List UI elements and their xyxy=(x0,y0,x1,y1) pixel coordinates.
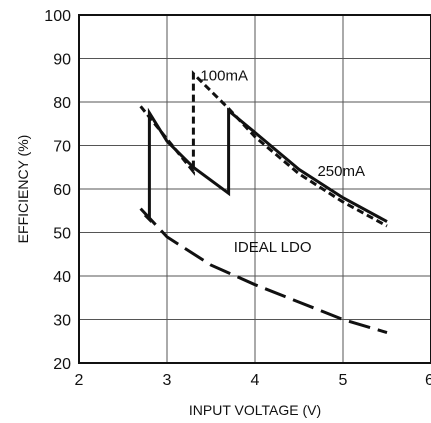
plot-frame xyxy=(78,14,431,364)
series-label: IDEAL LDO xyxy=(234,239,312,256)
y-tick-label: 30 xyxy=(53,313,71,330)
series-line-250ma xyxy=(143,107,388,224)
series-labels: 100mA 250mA IDEAL LDO xyxy=(200,67,365,256)
series-line-ideal-ldo xyxy=(139,207,388,335)
y-tick-label: 100 xyxy=(44,8,71,25)
x-tick-label: 5 xyxy=(339,372,348,389)
y-tick-label: 90 xyxy=(53,52,71,69)
y-tick-label: 80 xyxy=(53,95,71,112)
y-tick-label: 70 xyxy=(53,139,71,156)
x-tick-label: 6 xyxy=(425,372,431,389)
grid xyxy=(79,15,431,363)
x-axis-label: INPUT VOLTAGE (V) xyxy=(189,402,321,418)
series-label: 250mA xyxy=(317,163,365,180)
y-tick-labels: 20 30 40 50 60 70 80 90 100 xyxy=(44,8,71,373)
series-lines xyxy=(139,70,388,335)
y-axis-label: EFFICIENCY (%) xyxy=(15,135,31,244)
x-tick-label: 4 xyxy=(251,372,260,389)
y-tick-label: 20 xyxy=(53,356,71,373)
x-tick-label: 3 xyxy=(163,372,172,389)
series-label: 100mA xyxy=(200,67,248,84)
x-tick-label: 2 xyxy=(75,372,84,389)
y-tick-label: 40 xyxy=(53,269,71,286)
y-tick-label: 60 xyxy=(53,182,71,199)
y-tick-label: 50 xyxy=(53,226,71,243)
x-tick-labels: 2 3 4 5 6 xyxy=(75,372,431,389)
